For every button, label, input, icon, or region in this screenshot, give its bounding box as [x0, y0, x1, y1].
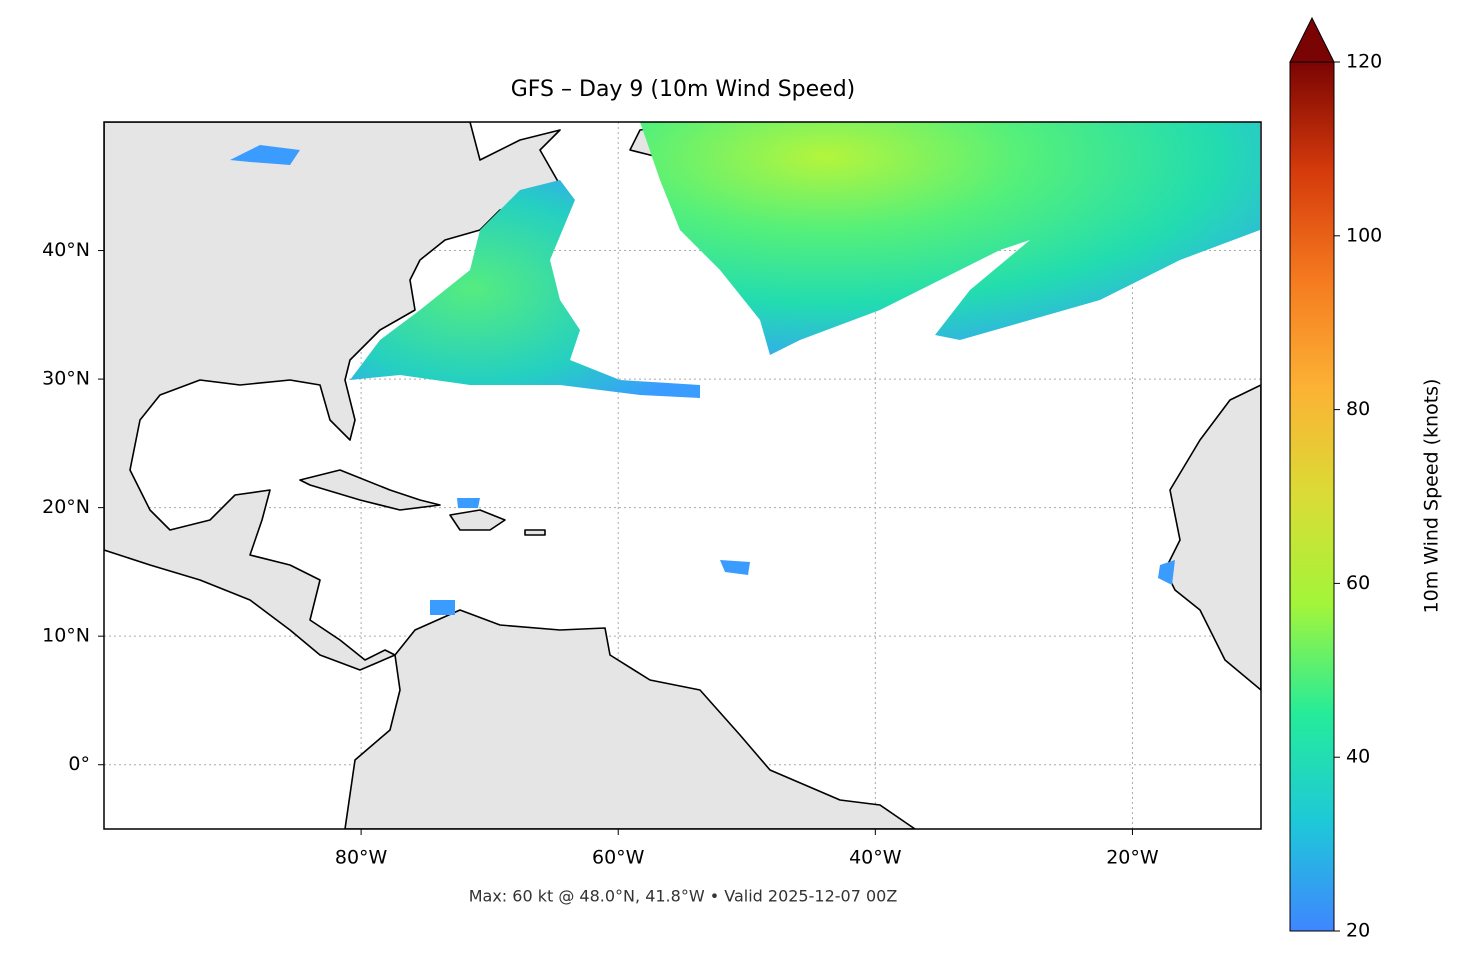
wind-patch	[430, 600, 455, 615]
x-tick-label: 40°W	[849, 847, 902, 869]
colorbar-tick-label: 80	[1346, 398, 1370, 420]
x-tick-label: 80°W	[335, 847, 388, 869]
colorbar-tick-label: 20	[1346, 920, 1370, 942]
y-tick-label: 20°N	[42, 496, 90, 518]
wind-patch	[457, 498, 480, 508]
colorbar-tick-label: 60	[1346, 572, 1370, 594]
wind-swath-west	[350, 180, 700, 398]
y-tick-label: 10°N	[42, 625, 90, 647]
colorbar-tick-label: 120	[1346, 51, 1382, 73]
colorbar-tick-label: 100	[1346, 224, 1382, 246]
puerto-rico	[524, 529, 546, 536]
chart-title: GFS – Day 9 (10m Wind Speed)	[511, 77, 856, 102]
map-frame	[103, 121, 1262, 830]
colorbar-label: 10m Wind Speed (knots)	[1421, 379, 1443, 614]
colorbar-tick-label: 40	[1346, 746, 1370, 768]
wind-patch	[230, 145, 300, 165]
x-tick-label: 60°W	[592, 847, 645, 869]
colorbar-extend	[1289, 16, 1335, 63]
cuba	[299, 469, 441, 511]
north-america	[104, 122, 561, 671]
y-tick-label: 30°N	[42, 368, 90, 390]
colorbar-scale	[1289, 61, 1335, 932]
y-tick-label: 0°	[68, 753, 90, 775]
wind-swath-north	[640, 122, 1260, 355]
africa	[1164, 384, 1261, 691]
x-tick-label: 20°W	[1106, 847, 1159, 869]
footnote: Max: 60 kt @ 48.0°N, 41.8°W • Valid 2025…	[469, 887, 898, 906]
y-tick-label: 40°N	[42, 239, 90, 261]
south-america	[344, 609, 916, 829]
colorbar: 20 40 60 80 100 120	[1289, 16, 1382, 942]
map	[104, 122, 1261, 829]
hispaniola	[449, 509, 506, 531]
wind-patch	[1158, 560, 1175, 585]
wind-patch	[720, 560, 750, 575]
